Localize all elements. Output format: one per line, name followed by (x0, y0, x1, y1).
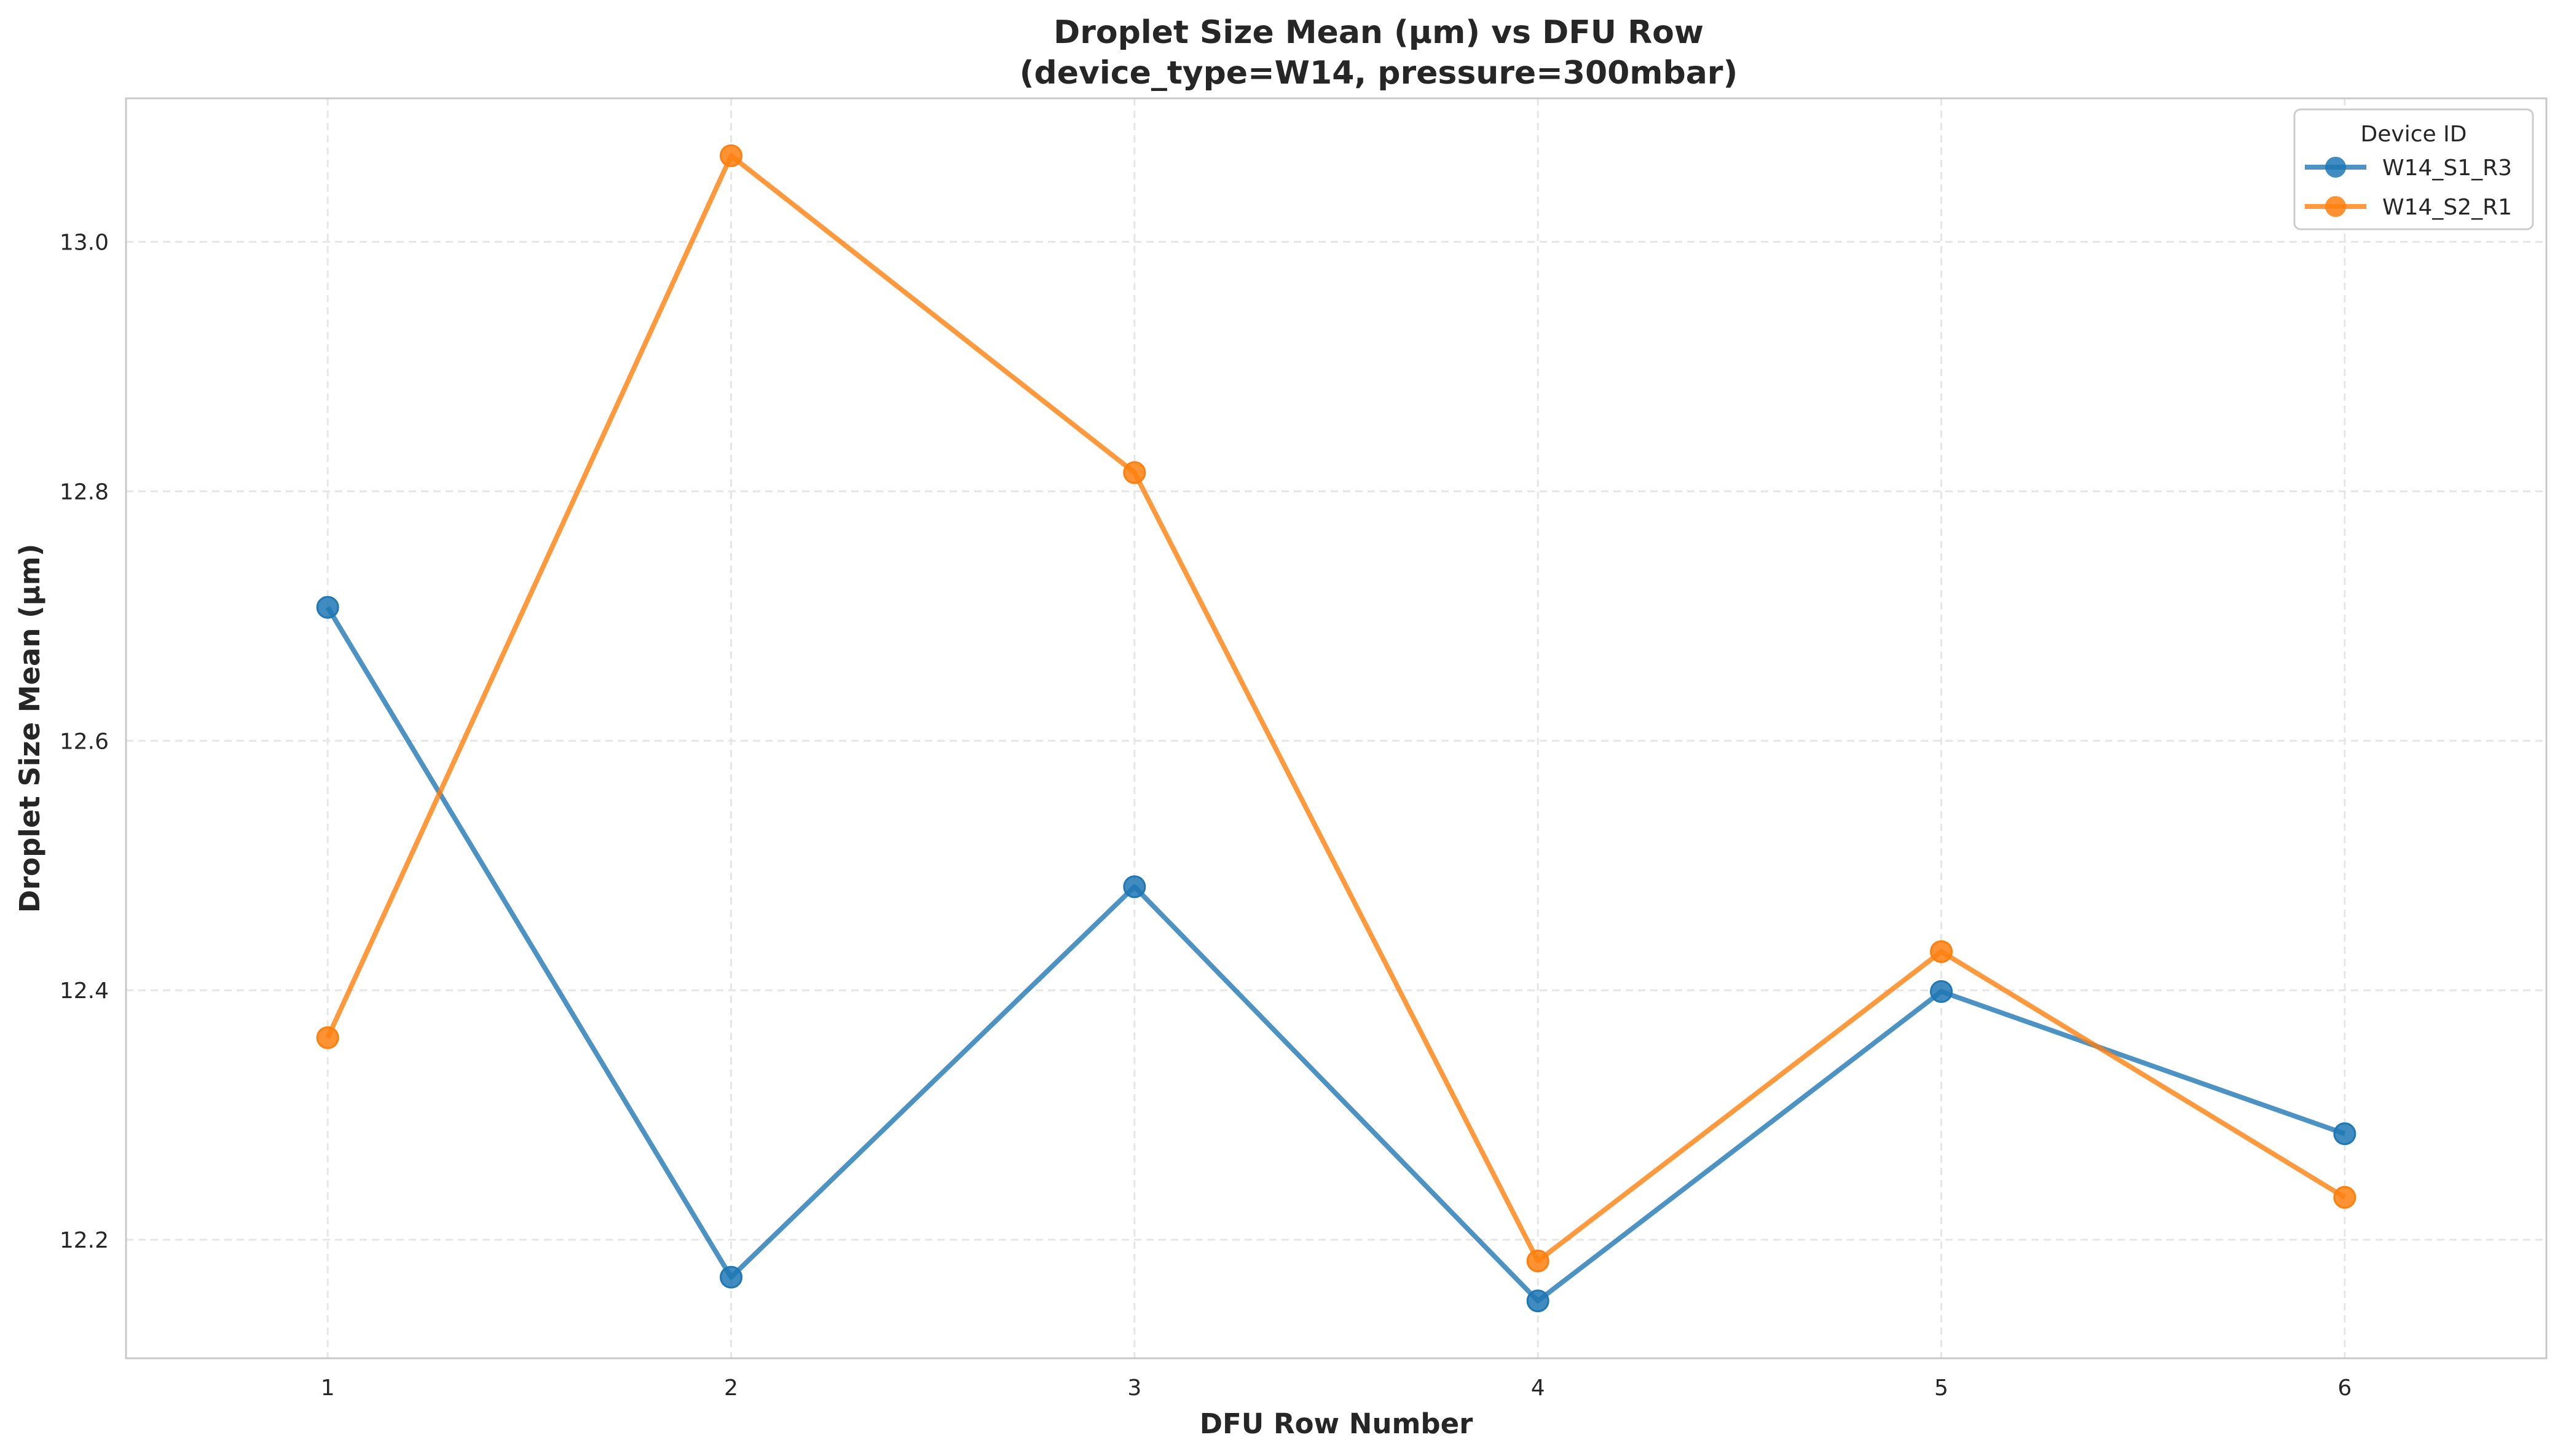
grid-layer (126, 98, 2546, 1358)
data-point-W14_S1_R3 (1526, 1289, 1549, 1313)
y-tick-label: 13.0 (60, 230, 109, 255)
plot-frame (125, 97, 2548, 1360)
legend-label: W14_S2_R1 (2382, 195, 2512, 220)
x-tick-label: 6 (2337, 1375, 2352, 1401)
y-tick-label: 12.2 (60, 1228, 109, 1253)
y-tick-label: 12.4 (60, 978, 109, 1004)
data-point-W14_S1_R3 (1930, 980, 1953, 1003)
x-tick-label: 3 (1127, 1375, 1141, 1401)
series-line-W14_S2_R1 (325, 153, 2346, 1264)
data-point-W14_S1_R3 (316, 596, 339, 619)
data-point-W14_S2_R1 (2333, 1186, 2356, 1209)
legend-marker (2325, 196, 2346, 217)
x-tick-label: 2 (724, 1375, 738, 1401)
legend-entries: W14_S1_R3 W14_S2_R1 (2305, 155, 2512, 220)
legend-title: Device ID (2361, 122, 2467, 147)
legend-box (2293, 108, 2534, 230)
y-axis-label: Droplet Size Mean (μm) (14, 544, 46, 913)
series-line-W14_S1_R3 (325, 606, 2346, 1304)
y-tick-label: 12.8 (60, 479, 109, 505)
x-tick-label: 5 (1934, 1375, 1948, 1401)
data-point-W14_S1_R3 (720, 1265, 742, 1289)
data-point-W14_S2_R1 (720, 144, 742, 167)
legend-marker (2325, 157, 2346, 178)
x-axis-label: DFU Row Number (1200, 1407, 1473, 1440)
series-layer (316, 144, 2356, 1313)
data-point-W14_S2_R1 (1930, 940, 1953, 963)
x-tick-label: 1 (321, 1375, 335, 1401)
data-point-W14_S1_R3 (1123, 875, 1146, 899)
chart-subtitle: (device_type=W14, pressure=300mbar) (1020, 55, 1738, 92)
data-point-W14_S2_R1 (316, 1026, 339, 1049)
y-tick-label: 12.6 (60, 729, 109, 754)
chart-title: Droplet Size Mean (μm) vs DFU Row (1053, 14, 1704, 51)
data-point-W14_S2_R1 (1526, 1249, 1549, 1273)
data-point-W14_S1_R3 (2333, 1122, 2356, 1146)
x-tick-label: 4 (1531, 1375, 1545, 1401)
legend-label: W14_S1_R3 (2382, 155, 2512, 181)
legend: Device ID W14_S1_R3 W14_S2_R1 (2293, 108, 2534, 230)
data-point-W14_S2_R1 (1123, 461, 1146, 484)
ticks-layer: 1 2 3 4 5 6 12.2 12.4 12.6 12.8 13.0 (60, 230, 2352, 1401)
